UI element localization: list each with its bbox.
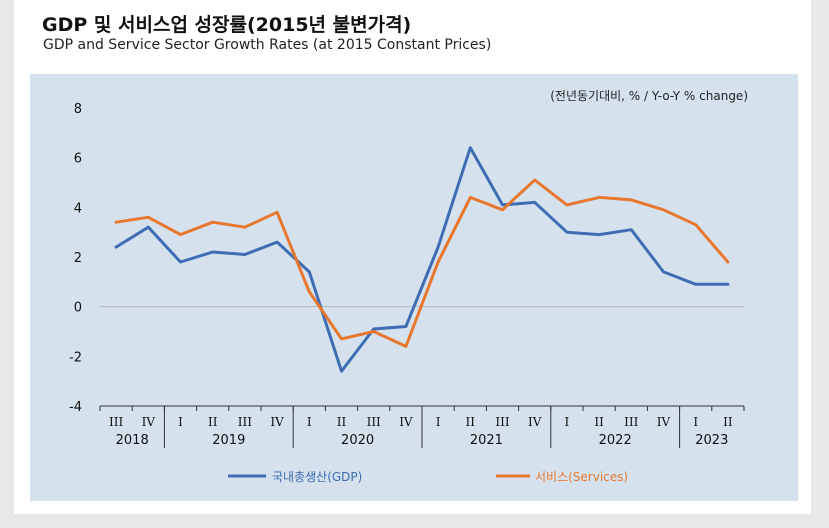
year-label: 2022 <box>599 433 632 448</box>
unit-note: (전년동기대비, % / Y-o-Y % change) <box>550 89 748 103</box>
year-label: 2020 <box>341 433 374 448</box>
chart-title: GDP 및 서비스업 성장률(2015년 불변가격) <box>42 14 412 36</box>
y-tick-label: 2 <box>74 251 82 266</box>
legend-services-label: 서비스(Services) <box>535 470 628 484</box>
frame-bottom <box>0 514 829 528</box>
y-tick-label: -4 <box>69 400 82 415</box>
x-quarter-label: I <box>178 415 183 429</box>
x-quarter-label: IV <box>657 415 671 429</box>
x-quarter-label: III <box>367 415 381 429</box>
x-quarter-label: III <box>495 415 509 429</box>
x-quarter-label: III <box>624 415 638 429</box>
y-tick-label: 0 <box>74 301 82 316</box>
x-quarter-label: I <box>693 415 698 429</box>
frame-right <box>811 0 829 528</box>
x-quarter-label: IV <box>142 415 156 429</box>
x-quarter-label: IV <box>270 415 284 429</box>
x-quarter-label: IV <box>528 415 542 429</box>
x-quarter-label: II <box>208 415 218 429</box>
x-quarter-label: II <box>594 415 604 429</box>
gdp-series-line <box>114 146 730 373</box>
frame-left <box>0 0 14 528</box>
year-label: 2018 <box>116 433 149 448</box>
y-tick-label: 8 <box>74 102 82 117</box>
y-tick-label: 4 <box>74 201 82 216</box>
legend-gdp-label: 국내총생산(GDP) <box>272 470 362 484</box>
x-quarter-label: II <box>337 415 347 429</box>
x-quarter-label: II <box>466 415 476 429</box>
x-quarter-label: I <box>565 415 570 429</box>
x-quarter-label: III <box>238 415 252 429</box>
x-quarter-label: III <box>109 415 123 429</box>
x-quarter-label: I <box>436 415 441 429</box>
year-label: 2023 <box>695 433 728 448</box>
x-quarter-label: IV <box>399 415 413 429</box>
x-quarter-label: II <box>723 415 733 429</box>
y-tick-label: -2 <box>69 350 82 365</box>
x-quarter-label: I <box>307 415 312 429</box>
chart-panel <box>30 74 798 501</box>
y-tick-label: 6 <box>74 152 82 167</box>
year-label: 2021 <box>470 433 503 448</box>
services-series-line <box>114 178 730 348</box>
year-label: 2019 <box>212 433 245 448</box>
chart-subtitle: GDP and Service Sector Growth Rates (at … <box>43 37 492 53</box>
